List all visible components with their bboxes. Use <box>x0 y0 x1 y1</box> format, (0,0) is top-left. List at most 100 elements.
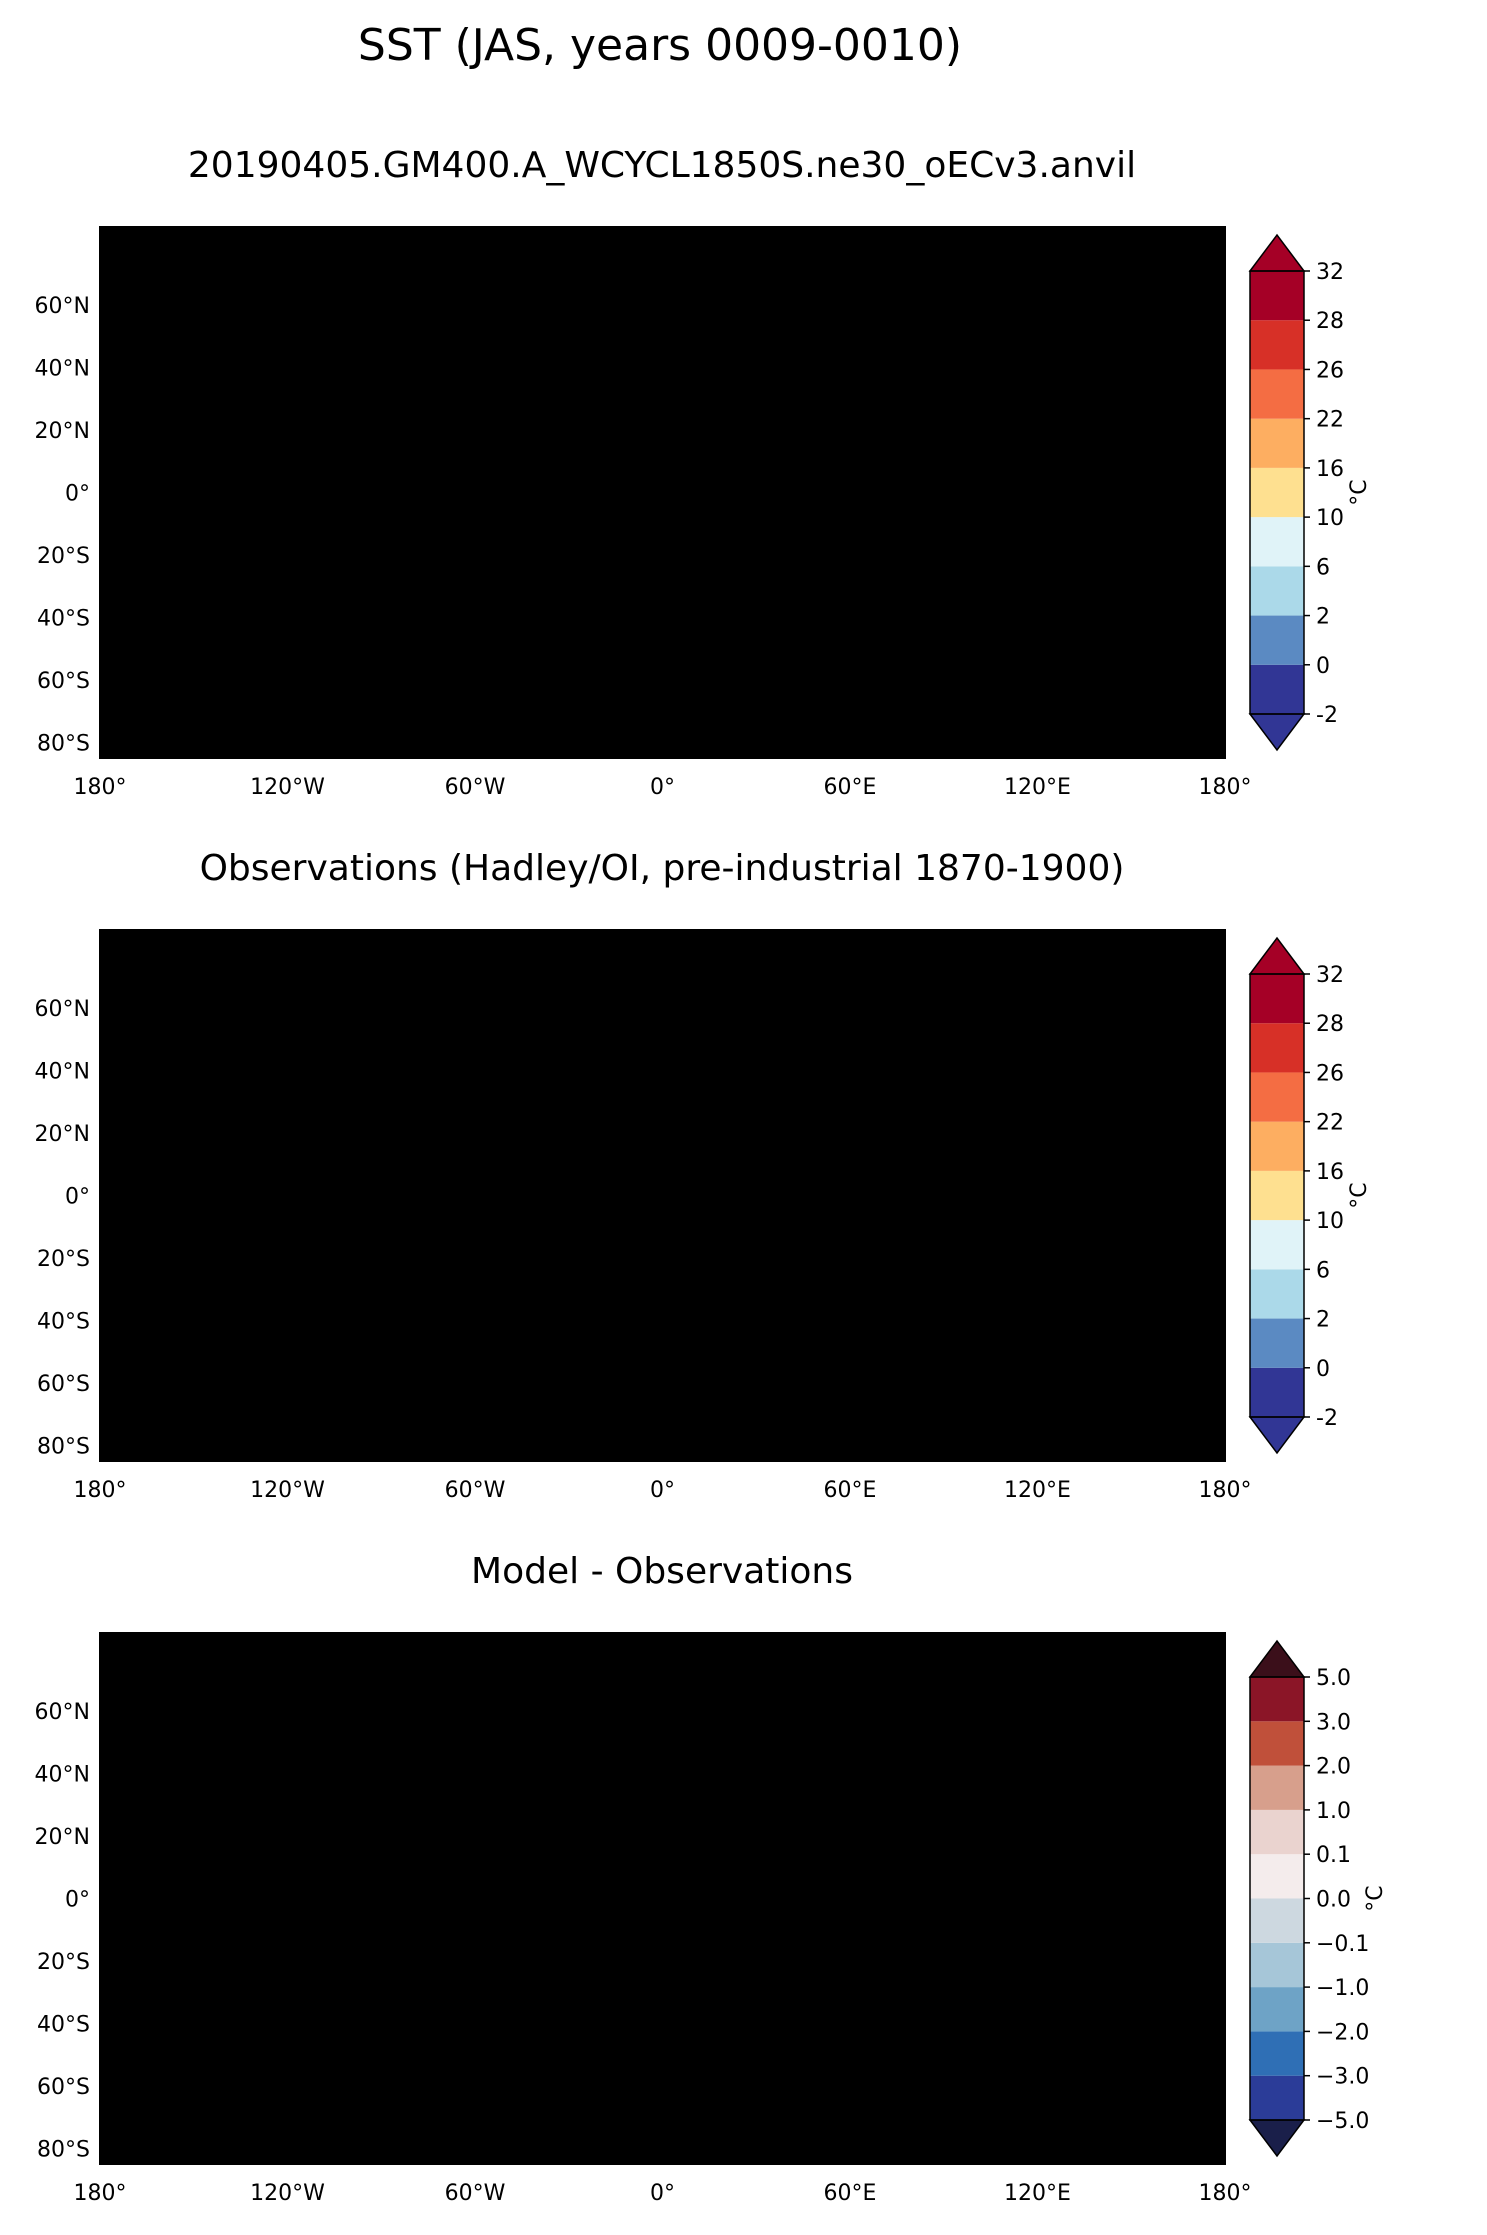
colorbar-tick-label: −3.0 <box>1316 2065 1369 2090</box>
x-tick-label: 60°E <box>824 2181 877 2206</box>
colorbar-segment <box>1250 1023 1304 1072</box>
colorbar-segment <box>1250 1269 1304 1318</box>
colorbar-extend-min <box>1250 2120 1304 2156</box>
colorbar-segment <box>1250 1854 1304 1898</box>
colorbar-units-label: °C <box>1363 1885 1388 1911</box>
colorbar-segment <box>1250 1721 1304 1765</box>
colorbar-tick-label: 16 <box>1316 1160 1344 1185</box>
colorbar-tick-label: 0.1 <box>1316 1843 1351 1868</box>
colorbar-segment <box>1250 1319 1304 1368</box>
colorbar-tick-label: 0 <box>1316 654 1330 679</box>
y-tick-label: 60°N <box>35 997 90 1022</box>
colorbar-tick-label: 10 <box>1316 1209 1344 1234</box>
y-tick-label: 60°N <box>35 1700 90 1725</box>
panel-2-land <box>100 946 1225 1461</box>
x-tick-label: 0° <box>650 2181 675 2206</box>
figure: SST (JAS, years 0009-0010) 20190405.GM40… <box>0 0 1487 2235</box>
colorbar-segment <box>1250 1810 1304 1854</box>
x-tick-label: 0° <box>650 775 675 800</box>
panel-2-title: Observations (Hadley/OI, pre-industrial … <box>200 848 1125 889</box>
colorbar-tick-label: -2 <box>1316 703 1338 728</box>
colorbar-tick-label: 5.0 <box>1316 1666 1351 1691</box>
y-tick-label: 20°S <box>37 1950 90 1975</box>
colorbar-extend-max <box>1250 938 1304 974</box>
colorbar-tick-label: -2 <box>1316 1406 1338 1431</box>
colorbar-tick-label: 6 <box>1316 1258 1330 1283</box>
y-tick-label: 20°S <box>37 544 90 569</box>
colorbar-tick-label: 0 <box>1316 1357 1330 1382</box>
colorbar-tick-label: 0.0 <box>1316 1888 1351 1913</box>
x-tick-label: 180° <box>74 775 127 800</box>
y-tick-label: 0° <box>65 482 90 507</box>
colorbar-segment <box>1250 616 1304 665</box>
colorbar-segment <box>1250 320 1304 369</box>
colorbar-tick-label: −5.0 <box>1316 2109 1369 2134</box>
y-tick-label: 60°S <box>37 2075 90 2100</box>
colorbar-tick-label: 32 <box>1316 260 1344 285</box>
panel-3-y-ticks: 60°N 40°N 20°N 0° 20°S 40°S 60°S 80°S <box>35 1700 90 2162</box>
x-tick-label: 0° <box>650 1478 675 1503</box>
colorbar-tick-label: 2.0 <box>1316 1755 1351 1780</box>
colorbar-segment <box>1250 1072 1304 1121</box>
colorbar-segment <box>1250 1220 1304 1269</box>
colorbar-units-label: °C <box>1347 479 1372 505</box>
colorbar-segment <box>1250 1368 1304 1417</box>
panel-1: 20190405.GM400.A_WCYCL1850S.ne30_oECv3.a… <box>35 145 1372 800</box>
y-tick-label: 20°N <box>35 1825 90 1850</box>
x-tick-label: 60°W <box>445 2181 506 2206</box>
y-tick-label: 40°N <box>35 1763 90 1788</box>
panel-2: Observations (Hadley/OI, pre-industrial … <box>35 848 1372 1503</box>
panel-1-colorbar: -2026101622262832°C <box>1250 235 1372 750</box>
colorbar-tick-label: 16 <box>1316 457 1344 482</box>
y-tick-label: 80°S <box>37 1434 90 1459</box>
x-tick-label: 180° <box>1199 1478 1252 1503</box>
colorbar-tick-label: 26 <box>1316 358 1344 383</box>
colorbar-segment <box>1250 369 1304 418</box>
x-tick-label: 180° <box>74 1478 127 1503</box>
colorbar-tick-label: 2 <box>1316 1308 1330 1333</box>
colorbar-tick-label: 2 <box>1316 605 1330 630</box>
colorbar-extend-min <box>1250 714 1304 750</box>
x-tick-label: 180° <box>1199 775 1252 800</box>
y-tick-label: 20°N <box>35 419 90 444</box>
colorbar-segment <box>1250 566 1304 615</box>
x-tick-label: 180° <box>74 2181 127 2206</box>
x-tick-label: 120°E <box>1004 2181 1071 2206</box>
y-tick-label: 60°S <box>37 1372 90 1397</box>
panel-1-x-ticks: 180° 120°W 60°W 0° 60°E 120°E 180° <box>74 775 1252 800</box>
panel-2-x-ticks: 180° 120°W 60°W 0° 60°E 120°E 180° <box>74 1478 1252 1503</box>
figure-title: SST (JAS, years 0009-0010) <box>358 20 962 71</box>
colorbar-segment <box>1250 1899 1304 1943</box>
colorbar-segment <box>1250 517 1304 566</box>
colorbar-extend-max <box>1250 1641 1304 1677</box>
y-tick-label: 40°N <box>35 1060 90 1085</box>
x-tick-label: 60°W <box>445 1478 506 1503</box>
colorbar-tick-label: −0.1 <box>1316 1932 1369 1957</box>
y-tick-label: 80°S <box>37 2137 90 2162</box>
colorbar-tick-label: 22 <box>1316 1111 1344 1136</box>
colorbar-extend-max <box>1250 235 1304 271</box>
panel-1-y-ticks: 60°N 40°N 20°N 0° 20°S 40°S 60°S 80°S <box>35 294 90 756</box>
y-tick-label: 20°N <box>35 1122 90 1147</box>
panel-3-x-ticks: 180° 120°W 60°W 0° 60°E 120°E 180° <box>74 2181 1252 2206</box>
colorbar-segment <box>1250 1766 1304 1810</box>
y-tick-label: 40°S <box>37 2012 90 2037</box>
colorbar-segment <box>1250 1122 1304 1171</box>
panel-3-colorbar: −5.0−3.0−2.0−1.0−0.10.00.11.02.03.05.0°C <box>1250 1641 1388 2156</box>
x-tick-label: 180° <box>1199 2181 1252 2206</box>
colorbar-tick-label: 32 <box>1316 963 1344 988</box>
panel-3-land <box>100 1649 1225 2164</box>
panel-1-land <box>100 243 1225 758</box>
colorbar-tick-label: 28 <box>1316 1012 1344 1037</box>
panel-3-title: Model - Observations <box>471 1551 853 1592</box>
panel-2-y-ticks: 60°N 40°N 20°N 0° 20°S 40°S 60°S 80°S <box>35 997 90 1459</box>
y-tick-label: 20°S <box>37 1247 90 1272</box>
x-tick-label: 120°E <box>1004 775 1071 800</box>
y-tick-label: 60°N <box>35 294 90 319</box>
colorbar-tick-label: 3.0 <box>1316 1710 1351 1735</box>
colorbar-segment <box>1250 1171 1304 1220</box>
colorbar-segment <box>1250 271 1304 320</box>
colorbar-segment <box>1250 468 1304 517</box>
x-tick-label: 120°E <box>1004 1478 1071 1503</box>
